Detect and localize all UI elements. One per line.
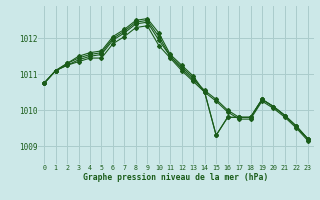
X-axis label: Graphe pression niveau de la mer (hPa): Graphe pression niveau de la mer (hPa) [84,173,268,182]
